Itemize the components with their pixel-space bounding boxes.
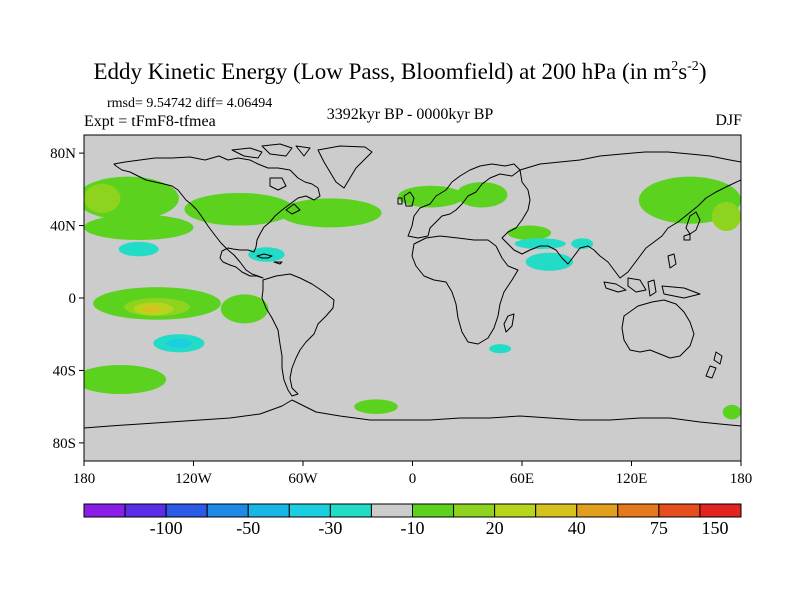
coast-north-america bbox=[113, 155, 321, 279]
period-label: 3392kyr BP - 0000kyr BP bbox=[326, 106, 494, 123]
coast-africa bbox=[411, 235, 519, 345]
colorbar-swatch bbox=[412, 503, 455, 518]
colorbar-label: -30 bbox=[318, 518, 343, 538]
title-sup1: 2 bbox=[671, 59, 679, 74]
coast-greenland bbox=[317, 145, 373, 189]
lon-tick-label: 60E bbox=[510, 471, 534, 487]
coast-british-isles bbox=[397, 191, 415, 207]
colorbar bbox=[83, 503, 742, 518]
colorbar-swatch bbox=[124, 503, 167, 518]
colorbar-swatch bbox=[535, 503, 578, 518]
anomaly-region bbox=[166, 338, 192, 348]
anomaly-region bbox=[489, 344, 512, 354]
coast-europe bbox=[407, 163, 521, 239]
colorbar-label: 150 bbox=[701, 518, 729, 538]
lat-tick-label: 40S bbox=[53, 363, 76, 379]
anomaly-region bbox=[84, 365, 167, 394]
colorbar-label: 20 bbox=[485, 518, 504, 538]
colorbar-label: -100 bbox=[149, 518, 183, 538]
colorbar-label: 75 bbox=[649, 518, 668, 538]
anomaly-region bbox=[711, 202, 741, 231]
anomaly-region bbox=[184, 192, 294, 226]
latitude-axis: 80N 40N 0 40S 80S bbox=[50, 146, 84, 452]
plot-title: Eddy Kinetic Energy (Low Pass, Bloomfiel… bbox=[0, 58, 800, 86]
season-label: DJF bbox=[715, 112, 742, 129]
anomaly-region bbox=[722, 404, 741, 420]
anomaly-region bbox=[118, 241, 159, 257]
colorbar-swatch bbox=[617, 503, 660, 518]
lon-tick-label: 180 bbox=[730, 471, 753, 487]
experiment-label: Expt = tFmF8-tfmea bbox=[84, 113, 216, 130]
anomaly-region bbox=[84, 183, 121, 213]
lon-tick-label: 180 bbox=[73, 471, 96, 487]
anomaly-region bbox=[456, 182, 508, 208]
rmsd-diff-stats: rmsd= 9.54742 diff= 4.06494 bbox=[107, 96, 273, 111]
colorbar-swatch bbox=[699, 503, 742, 518]
coast-south-america bbox=[261, 273, 335, 397]
lon-tick-label: 120W bbox=[175, 471, 213, 487]
title-sup2: -2 bbox=[687, 59, 699, 74]
coast-madagascar bbox=[503, 313, 515, 333]
coast-new-zealand bbox=[705, 351, 723, 379]
coast-antarctica bbox=[84, 399, 741, 429]
anomaly-region bbox=[84, 214, 194, 241]
colorbar-swatch bbox=[329, 503, 372, 518]
anomaly-region bbox=[397, 185, 464, 208]
colorbar-swatch bbox=[494, 503, 537, 518]
lat-tick-label: 0 bbox=[69, 291, 77, 307]
anomaly-region bbox=[507, 225, 552, 241]
coast-japan bbox=[683, 211, 701, 241]
coast-north-american-islands bbox=[231, 143, 311, 215]
anomaly-region bbox=[279, 198, 382, 228]
lon-tick-label: 120E bbox=[616, 471, 648, 487]
colorbar-label: -50 bbox=[236, 518, 261, 538]
lon-tick-label: 60W bbox=[288, 471, 318, 487]
lat-tick-label: 80S bbox=[53, 436, 76, 452]
coast-australia bbox=[621, 299, 695, 359]
anomaly-regions bbox=[84, 176, 741, 420]
title-mid: s bbox=[678, 59, 688, 84]
longitude-axis: 180 120W 60W 0 60E 120E 180 bbox=[73, 461, 753, 487]
colorbar-swatch bbox=[370, 503, 413, 518]
coast-caribbean bbox=[256, 253, 283, 265]
lat-tick-label: 80N bbox=[50, 146, 76, 162]
colorbar-label: -10 bbox=[400, 518, 425, 538]
anomaly-region bbox=[354, 399, 398, 414]
coast-southeast-asia-islands bbox=[603, 253, 701, 299]
title-main: Eddy Kinetic Energy (Low Pass, Bloomfiel… bbox=[93, 59, 672, 84]
colorbar-swatch bbox=[576, 503, 619, 518]
colorbar-swatch bbox=[247, 503, 290, 518]
lon-tick-label: 0 bbox=[409, 471, 417, 487]
title-end: ) bbox=[698, 59, 707, 84]
anomaly-region bbox=[142, 305, 161, 313]
colorbar-swatch bbox=[206, 503, 249, 518]
colorbar-swatch bbox=[288, 503, 331, 518]
coast-asia bbox=[501, 151, 741, 279]
colorbar-swatch bbox=[453, 503, 496, 518]
anomaly-region bbox=[514, 238, 566, 250]
lat-tick-label: 40N bbox=[50, 219, 76, 235]
anomaly-region bbox=[220, 294, 269, 324]
colorbar-swatch bbox=[83, 503, 126, 518]
colorbar-label: 40 bbox=[567, 518, 586, 538]
colorbar-swatch bbox=[165, 503, 208, 518]
colorbar-swatch bbox=[658, 503, 701, 518]
coastlines bbox=[84, 143, 741, 429]
